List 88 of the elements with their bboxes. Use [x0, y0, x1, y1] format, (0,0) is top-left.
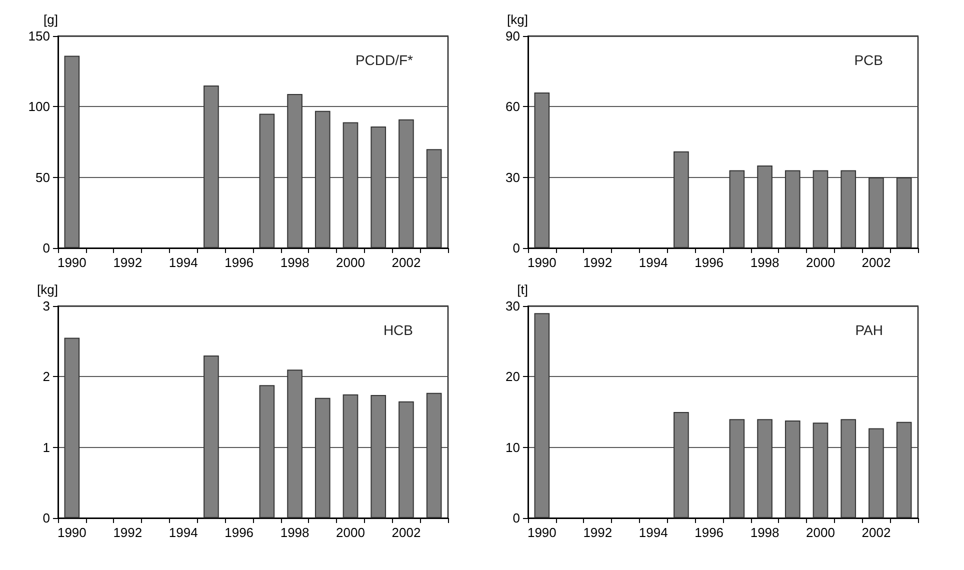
bar [840, 419, 856, 518]
bar [757, 419, 772, 518]
x-tick-label: 1990 [527, 255, 556, 270]
y-tick-label: 2 [42, 369, 50, 384]
bar [204, 355, 219, 518]
bar [784, 170, 800, 248]
y-axis-title: [g] [44, 12, 58, 27]
y-tick-label: 50 [36, 170, 50, 185]
bar [287, 94, 302, 248]
bar [398, 119, 414, 248]
x-tick-label: 1996 [694, 255, 724, 270]
bar [534, 313, 550, 518]
y-tick-label: 60 [506, 99, 520, 114]
x-tick-label: 1994 [638, 255, 668, 270]
y-axis-title: [kg] [37, 282, 58, 297]
y-tick-label: 30 [506, 298, 520, 314]
bar [674, 412, 689, 518]
x-tick-label: 1990 [57, 255, 86, 270]
bar [729, 170, 745, 248]
bar [757, 166, 772, 248]
y-tick-label: 0 [42, 510, 50, 526]
bar [314, 110, 330, 248]
bar [342, 394, 358, 518]
x-tick-label: 1992 [113, 525, 142, 540]
y-tick-label: 30 [506, 170, 520, 185]
bar [534, 92, 550, 248]
y-axis-title: [t] [517, 282, 528, 297]
bar [896, 177, 912, 248]
x-tick-label: 1992 [113, 255, 142, 270]
text: PAH [855, 322, 884, 338]
y-tick-label: 150 [28, 28, 50, 44]
x-tick-label: 1992 [583, 525, 612, 540]
y-tick-label: 90 [506, 28, 520, 44]
text: PCB [854, 52, 884, 68]
x-tick-label: 1996 [224, 255, 254, 270]
x-tick-label: 2000 [336, 525, 365, 540]
text: PCDD/F* [355, 52, 414, 68]
x-tick-label: 1994 [638, 525, 668, 540]
bar [426, 392, 442, 518]
x-tick-label: 1994 [168, 525, 198, 540]
x-tick-label: 2000 [336, 255, 365, 270]
x-tick-label: 1996 [224, 525, 254, 540]
bar [426, 149, 442, 248]
bar [287, 370, 302, 518]
x-tick-label: 1992 [583, 255, 612, 270]
x-tick-label: 1996 [694, 525, 724, 540]
y-tick-label: 3 [42, 298, 50, 314]
x-tick-label: 1998 [750, 525, 780, 540]
bar [674, 151, 689, 248]
bar [370, 395, 386, 518]
y-tick-label: 0 [512, 240, 520, 256]
y-tick-label: 0 [512, 510, 520, 526]
bar [370, 126, 386, 248]
x-tick-label: 2002 [392, 255, 421, 270]
x-tick-label: 2002 [862, 255, 891, 270]
bar [64, 56, 80, 248]
bar [398, 401, 414, 518]
x-tick-label: 2002 [392, 525, 421, 540]
x-tick-label: 2000 [806, 255, 835, 270]
bar [896, 422, 912, 518]
y-tick-label: 100 [28, 99, 50, 114]
y-tick-label: 20 [506, 369, 520, 384]
bar [840, 170, 856, 248]
x-tick-label: 1994 [168, 255, 198, 270]
x-tick-label: 1998 [750, 255, 780, 270]
bar [64, 338, 80, 518]
x-tick-label: 1990 [527, 525, 556, 540]
y-tick-label: 1 [42, 440, 50, 455]
bar [314, 398, 330, 518]
bar [812, 422, 828, 518]
x-tick-label: 2002 [862, 525, 891, 540]
text: HCB [383, 322, 414, 338]
bar [342, 122, 358, 248]
bar [259, 114, 275, 248]
x-tick-label: 2000 [806, 525, 835, 540]
bar [259, 385, 275, 518]
y-tick-label: 0 [42, 240, 50, 256]
x-tick-label: 1998 [280, 525, 310, 540]
bar [729, 419, 745, 518]
y-axis-title: [kg] [507, 12, 528, 27]
x-tick-label: 1998 [280, 255, 310, 270]
bar [784, 420, 800, 518]
bar [868, 177, 884, 248]
bar [812, 170, 828, 248]
bar [868, 428, 884, 518]
bar [204, 85, 219, 248]
y-tick-label: 10 [506, 440, 520, 455]
x-tick-label: 1990 [57, 525, 86, 540]
